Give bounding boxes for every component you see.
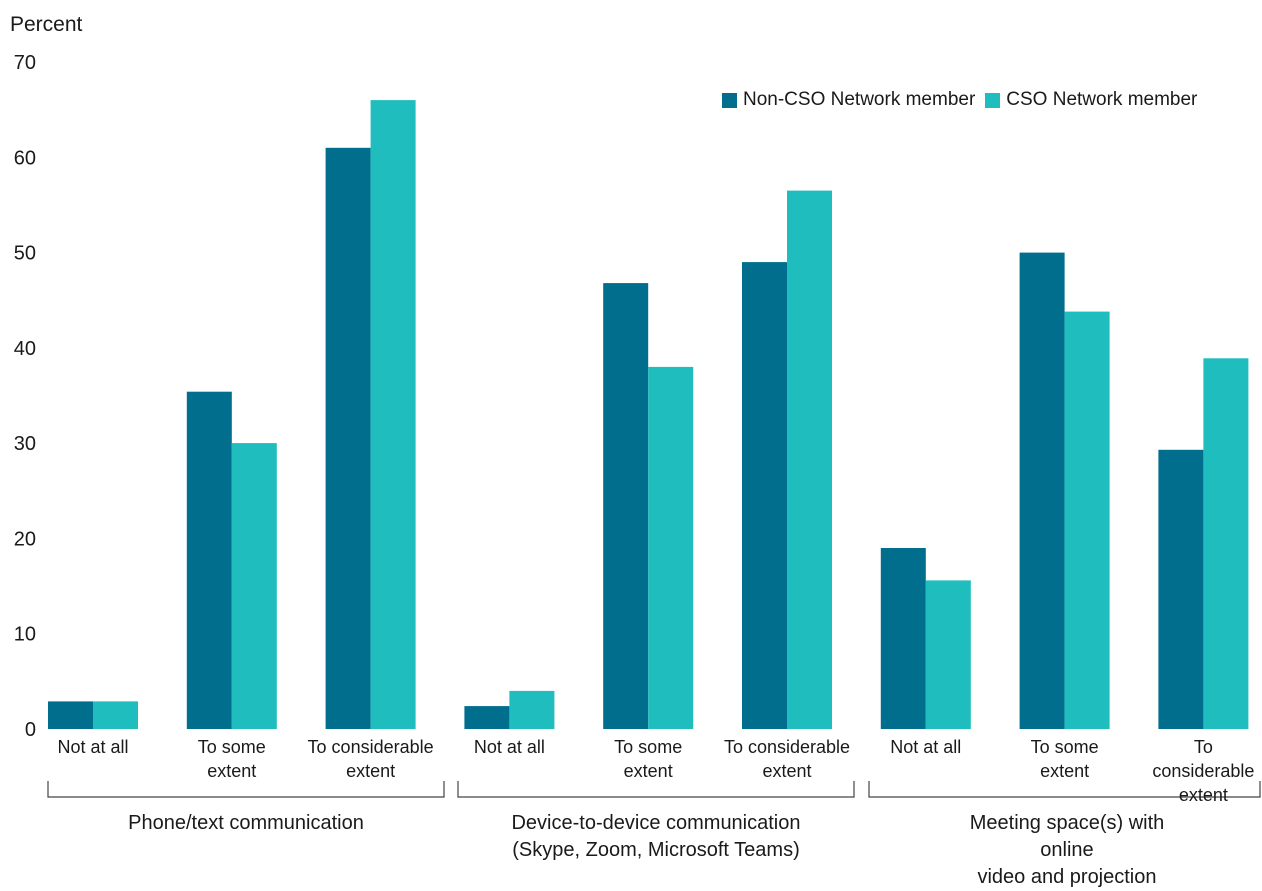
category-label: Not at all (890, 737, 962, 757)
group-label: Device-to-device communication (Skype, Z… (511, 812, 801, 861)
bar-non-cso-6 (880, 548, 926, 729)
bar-cso-6 (925, 580, 971, 729)
group-bracket (868, 781, 1261, 798)
bar-cso-8 (1203, 358, 1249, 729)
bar-cso-1 (231, 443, 277, 729)
bar-cso-5 (787, 190, 832, 730)
y-tick-label: 40 (14, 338, 36, 360)
category-label: To considerable extent (1152, 737, 1255, 805)
bar-cso-4 (648, 366, 694, 729)
bar-non-cso-4 (603, 283, 649, 729)
bar-chart: 0 10 20 30 40 50 60 70 (14, 52, 1261, 798)
group-bracket (457, 781, 855, 798)
bar-non-cso-2 (325, 147, 371, 730)
y-tick-label: 60 (14, 147, 36, 169)
category-label: Not at all (57, 737, 129, 757)
bar-non-cso-5 (742, 262, 787, 729)
bar-cso-7 (1064, 311, 1110, 729)
bar-non-cso-7 (1019, 252, 1065, 729)
bar-non-cso-8 (1158, 449, 1204, 729)
bar-cso-0 (93, 701, 138, 729)
y-tick-label: 10 (14, 624, 36, 646)
y-tick-label: 30 (14, 433, 36, 455)
category-label: To considerable extent (723, 737, 851, 781)
bar-cso-3 (509, 690, 555, 729)
group-bracket (47, 781, 445, 798)
group-label: Meeting space(s) with online video and p… (969, 812, 1165, 888)
bar-non-cso-0 (48, 701, 93, 729)
category-label: To some extent (1030, 737, 1099, 781)
legend: Non-CSO Network member CSO Network membe… (722, 89, 1207, 111)
category-label: To some extent (614, 737, 683, 781)
legend-label-cso: CSO Network member (1006, 89, 1198, 110)
legend-item-non-cso: Non-CSO Network member (722, 89, 975, 111)
y-tick-label: 20 (14, 528, 36, 550)
y-tick-label: 50 (14, 243, 36, 265)
bar-non-cso-3 (464, 706, 510, 729)
legend-label-non-cso: Non-CSO Network member (743, 89, 976, 110)
group-label: Phone/text communication (128, 812, 364, 834)
y-tick-label: 0 (25, 719, 36, 741)
category-label: Not at all (473, 737, 545, 757)
bar-non-cso-1 (186, 391, 232, 729)
legend-swatch-cso (985, 92, 1001, 108)
legend-item-cso: CSO Network member (985, 89, 1197, 111)
y-tick-label: 70 (14, 52, 36, 74)
y-axis-title: Percent (10, 13, 83, 36)
bar-cso-2 (370, 100, 416, 730)
category-label: To some extent (197, 737, 266, 781)
legend-swatch-non-cso (722, 92, 737, 108)
category-label: To considerable extent (307, 737, 434, 781)
